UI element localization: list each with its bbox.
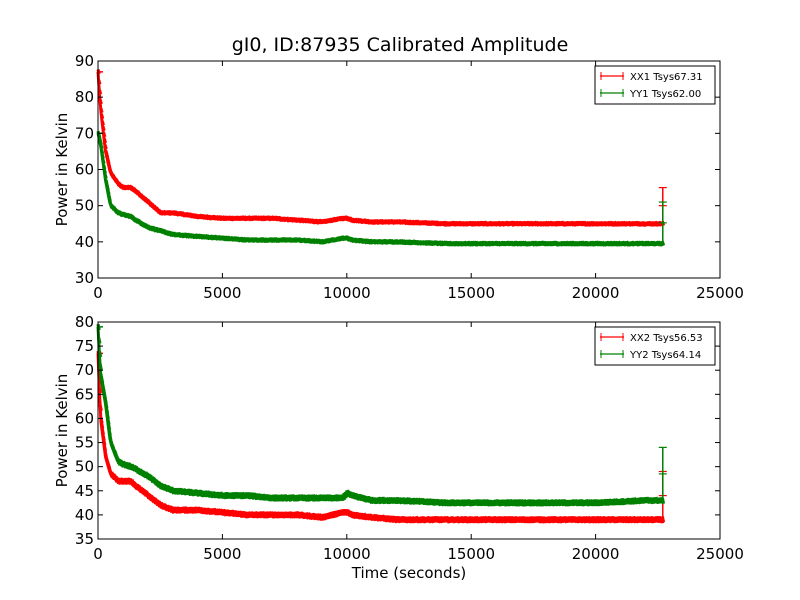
x-tick-label: 5000 [203,284,241,302]
y-tick-label: 50 [75,458,94,476]
legend-box [594,326,716,366]
y-tick-label: 90 [75,52,94,70]
y-tick-label: 55 [75,434,94,452]
series-1-trace [96,353,663,522]
chart-panel-2: 0 5000 10000 15000 20000 25000 35 40 45 50 55 60 65 7… [53,313,744,582]
legend-label: YY2 Tsys64.14 [629,350,701,361]
x-axis-label: Time (seconds) [351,564,467,582]
plot-frame [97,321,721,540]
y-tick-label: 40 [75,506,94,524]
series-2-line [96,130,667,247]
legend-box [594,65,716,105]
x-tick-label: 25000 [696,284,744,302]
y-tick-label: 80 [75,88,94,106]
y-tick-label: 70 [75,361,94,379]
y-axis-label: Power in Kelvin [53,113,71,227]
y-axis-label: Power in Kelvin [53,374,71,488]
series-2-band [96,130,666,247]
legend-label: YY1 Tsys62.00 [629,89,701,100]
y-tick-label: 30 [75,269,94,287]
x-tick-label: 10000 [323,284,371,302]
x-tick-label: 25000 [696,545,744,563]
x-tick-label: 5000 [203,545,241,563]
legend: XX2 Tsys56.53 YY2 Tsys64.14 [594,326,716,366]
x-tick-label: 0 [93,284,103,302]
legend-label: XX2 Tsys56.53 [630,333,703,344]
x-tick-label: 20000 [572,284,620,302]
series-1-trace [96,71,663,226]
legend: XX1 Tsys67.31 YY1 Tsys62.00 [594,65,716,105]
chart-title: gI0, ID:87935 Calibrated Amplitude [231,34,569,56]
series-2-trace [96,326,663,505]
y-tick-label: 70 [75,124,94,142]
chart-panel-1: 0 5000 10000 15000 20000 25000 30 40 50 60 70 80 90 P… [53,52,744,302]
x-tick-label: 15000 [447,284,495,302]
y-tick-label: 60 [75,161,94,179]
y-tick-label: 65 [75,385,94,403]
series-2-band [96,323,666,507]
y-tick-label: 50 [75,197,94,215]
y-tick-label: 80 [75,313,94,331]
y-tick-label: 45 [75,482,94,500]
x-tick-label: 15000 [447,545,495,563]
x-tick-label: 20000 [572,545,620,563]
y-tick-label: 40 [75,233,94,251]
series-2-trace [96,132,663,246]
series-1-line [96,69,667,227]
x-tick-label: 10000 [323,545,371,563]
y-tick-label: 35 [75,530,94,548]
y-tick-label: 75 [75,337,94,355]
series-1-band [96,69,666,227]
x-tick-label: 0 [93,545,103,563]
y-tick-label: 60 [75,409,94,427]
legend-label: XX1 Tsys67.31 [630,72,703,83]
series-2-line [96,323,667,507]
